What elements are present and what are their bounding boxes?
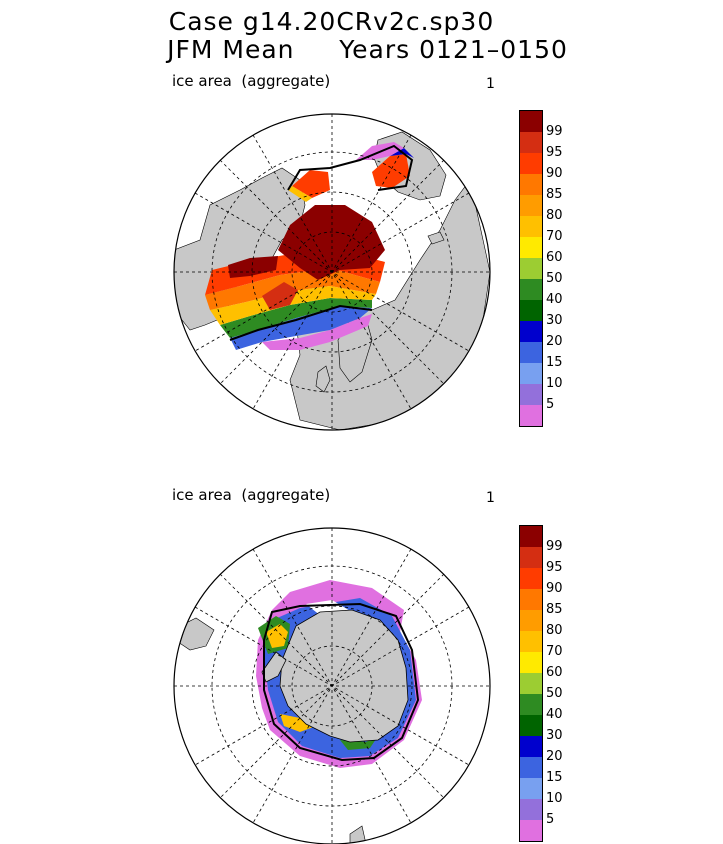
colorbar-segment	[520, 631, 542, 652]
north-polar-map	[174, 114, 490, 430]
colorbar-tick-label: 80	[546, 208, 563, 223]
colorbar-segment	[520, 111, 542, 132]
colorbar-segment	[520, 405, 542, 426]
colorbar-segment	[520, 652, 542, 673]
colorbar-segment	[520, 195, 542, 216]
colorbar-tick-label: 60	[546, 250, 563, 265]
colorbar-tick-label: 99	[546, 539, 563, 554]
colorbar-tick-label: 85	[546, 602, 563, 617]
north-america-land	[174, 167, 306, 331]
colorbar-segment	[520, 694, 542, 715]
colorbar-tick-label: 10	[546, 791, 563, 806]
colorbar-segment	[520, 778, 542, 799]
colorbar-segment	[520, 384, 542, 405]
colorbar-north	[519, 110, 543, 427]
colorbar-tick-label: 15	[546, 770, 563, 785]
colorbar-segment	[520, 799, 542, 820]
colorbar-segment	[520, 279, 542, 300]
colorbar-tick-label: 20	[546, 749, 563, 764]
colorbar-tick-label: 40	[546, 707, 563, 722]
colorbar-tick-label: 40	[546, 292, 563, 307]
figure-title-period: JFM Mean Years 0121–0150	[167, 35, 568, 64]
south-polar-map	[174, 528, 490, 844]
sea-ice-band-yellow	[210, 286, 376, 325]
colorbar-tick-label: 70	[546, 644, 563, 659]
colorbar-tick-label: 80	[546, 623, 563, 638]
colorbar-segment	[520, 300, 542, 321]
svalbard-land	[427, 231, 445, 245]
colorbar-tick-label: 90	[546, 166, 563, 181]
colorbar-segment	[520, 153, 542, 174]
colorbar-tick-label: 5	[546, 812, 555, 827]
colorbar-segment	[520, 526, 542, 547]
colorbar-tick-label: 95	[546, 560, 563, 575]
colorbar-tick-label: 50	[546, 271, 563, 286]
colorbar-segment	[520, 568, 542, 589]
colorbar-tick-label: 5	[546, 397, 555, 412]
colorbar-tick-label: 30	[546, 728, 563, 743]
colorbar-tick-label: 20	[546, 334, 563, 349]
sea-ice-okhotsk	[292, 170, 330, 198]
sea-ice-west-tongue	[228, 256, 278, 278]
antarctica-land	[279, 609, 409, 743]
sea-ice-hudson	[262, 282, 298, 310]
colorbar-segment	[520, 736, 542, 757]
colorbar-segment	[520, 589, 542, 610]
colorbar-segment	[520, 547, 542, 568]
colorbar-south	[519, 525, 543, 842]
colorbar-tick-label: 85	[546, 187, 563, 202]
sea-ice-okhotsk-edge	[288, 186, 312, 202]
colorbar-tick-label: 70	[546, 229, 563, 244]
sea-ice-core	[278, 205, 385, 280]
colorbar-tick-label: 60	[546, 665, 563, 680]
colorbar-segment	[520, 820, 542, 841]
colorbar-segment	[520, 216, 542, 237]
north-graticule	[174, 114, 490, 430]
colorbar-tick-label: 10	[546, 376, 563, 391]
colorbar-tick-label: 90	[546, 581, 563, 596]
colorbar-segment	[520, 342, 542, 363]
colorbar-segment	[520, 258, 542, 279]
panel-number-south: 1	[486, 490, 495, 506]
australia-edge-land	[349, 825, 367, 844]
colorbar-tick-label: 99	[546, 124, 563, 139]
amundsen-ice-band	[340, 736, 378, 750]
colorbar-segment	[520, 363, 542, 384]
south-map-border	[173, 527, 491, 844]
panel-label-north: ice area (aggregate)	[172, 72, 331, 90]
colorbar-segment	[520, 174, 542, 195]
panel-label-south: ice area (aggregate)	[172, 486, 331, 504]
colorbar-segment	[520, 757, 542, 778]
figure-title-case: Case g14.20CRv2c.sp30	[168, 7, 495, 36]
colorbar-segment	[520, 321, 542, 342]
british-isles-land	[315, 365, 331, 393]
sea-ice-low-fringe	[262, 314, 372, 350]
colorbar-tick-label: 15	[546, 355, 563, 370]
ross-ice-band	[280, 714, 316, 732]
antarctic-peninsula-land	[261, 651, 287, 683]
colorbar-segment	[520, 610, 542, 631]
colorbar-segment	[520, 237, 542, 258]
colorbar-tick-label: 30	[546, 313, 563, 328]
colorbar-segment	[520, 132, 542, 153]
colorbar-segment	[520, 715, 542, 736]
colorbar-tick-label: 95	[546, 145, 563, 160]
panel-number-north: 1	[486, 76, 495, 92]
south-ice-edge-contour	[263, 602, 420, 762]
weddell-ice-yellow	[266, 624, 288, 648]
north-map-border	[173, 113, 491, 431]
sea-ice-band-green	[220, 298, 372, 338]
colorbar-tick-label: 50	[546, 686, 563, 701]
south-graticule	[174, 528, 490, 844]
colorbar-segment	[520, 673, 542, 694]
sea-ice-bering	[372, 154, 410, 188]
